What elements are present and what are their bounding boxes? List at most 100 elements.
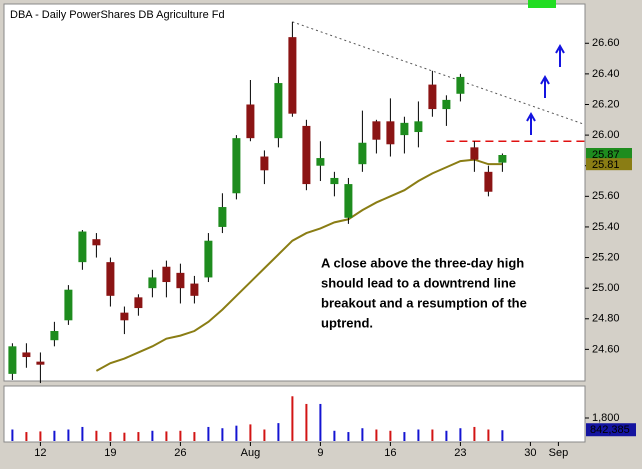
volume-bar <box>305 403 308 441</box>
candle-body <box>260 156 269 171</box>
annotation: breakout and a resumption of the <box>321 295 527 310</box>
status-box <box>528 0 556 8</box>
candle-body <box>232 138 241 194</box>
volume-bar <box>431 429 434 441</box>
candle-body <box>344 184 353 218</box>
y-tick-label: 24.60 <box>592 343 620 355</box>
volume-bar <box>459 428 462 441</box>
y-tick-label: 25.20 <box>592 251 620 263</box>
volume-bar <box>277 423 280 441</box>
candle-body <box>50 331 59 341</box>
candle-body <box>288 37 297 114</box>
candle-body <box>386 121 395 145</box>
candle-body <box>78 231 87 263</box>
annotation: uptrend. <box>321 315 373 330</box>
volume-bar <box>263 429 266 441</box>
volume-bar <box>445 430 448 441</box>
last-ma-box <box>586 158 632 171</box>
volume-bar <box>487 429 490 441</box>
volume-bar <box>123 432 126 441</box>
x-tick-label: 16 <box>384 447 396 459</box>
moving-average <box>95 158 503 372</box>
volume-bar <box>347 432 350 441</box>
candle-body <box>358 142 367 165</box>
last-close-box <box>586 148 632 161</box>
candle-body <box>148 277 157 289</box>
y-tick-label: 26.40 <box>592 68 620 80</box>
volume-bar <box>165 431 168 441</box>
candle-body <box>92 239 101 246</box>
candle-body <box>274 83 283 139</box>
candle-body <box>484 171 493 192</box>
candle-body <box>372 121 381 140</box>
candle-body <box>64 289 73 321</box>
candle-body <box>316 158 325 166</box>
volume-bar <box>375 429 378 441</box>
volume-bar <box>473 426 476 441</box>
volume-bar <box>403 432 406 441</box>
volume-bar <box>207 426 210 441</box>
volume-panel <box>3 385 586 443</box>
annotation: should lead to a downtrend line <box>321 275 516 290</box>
candle-body <box>470 147 479 160</box>
volume-bar <box>39 431 42 441</box>
last-volume-box <box>586 423 636 437</box>
x-tick-label: 12 <box>34 447 46 459</box>
x-tick-label: 9 <box>317 447 323 459</box>
x-tick-label: Aug <box>241 447 261 459</box>
candle-body <box>498 155 507 163</box>
last-ma-label: 25.81 <box>592 159 620 171</box>
x-tick-label: 26 <box>174 447 186 459</box>
y-tick-label: 26.20 <box>592 98 620 110</box>
volume-bar <box>81 426 84 441</box>
candle-body <box>442 99 451 110</box>
x-tick-label: 30 <box>524 447 536 459</box>
volume-bar <box>501 430 504 441</box>
volume-bar <box>235 425 238 441</box>
last-close-label: 25.87 <box>592 149 620 161</box>
candle-body <box>134 297 143 309</box>
volume-bar <box>67 429 70 441</box>
candle-body <box>36 361 45 365</box>
volume-bar <box>193 432 196 441</box>
candle-body <box>400 122 409 136</box>
x-tick-label: Sep <box>549 447 569 459</box>
volume-bar <box>137 432 140 441</box>
candle-body <box>120 312 129 321</box>
trendline <box>292 21 585 125</box>
y-tick-label: 25.40 <box>592 221 620 233</box>
candle-body <box>246 104 255 139</box>
candle-body <box>22 352 31 358</box>
volume-bar <box>389 430 392 441</box>
candle-body <box>176 272 185 289</box>
volume-bar <box>151 430 154 441</box>
volume-bar <box>179 430 182 441</box>
volume-bar <box>53 430 56 441</box>
candle-body <box>456 76 465 94</box>
y-tick-label: 25.00 <box>592 282 620 294</box>
volume-bar <box>109 432 112 441</box>
candle-body <box>414 121 423 133</box>
volume-bar <box>249 424 252 441</box>
x-tick-label: 23 <box>454 447 466 459</box>
candle-body <box>330 177 339 185</box>
volume-tick-label: 1,800 <box>592 412 620 424</box>
volume-bar <box>291 396 294 441</box>
volume-bar <box>95 430 98 441</box>
candle-body <box>218 207 227 227</box>
volume-bar <box>221 428 224 441</box>
volume-bar <box>11 429 14 441</box>
volume-bar <box>361 428 364 441</box>
volume-bar <box>319 403 322 441</box>
y-tick-label: 26.00 <box>592 129 620 141</box>
candle-body <box>204 240 213 278</box>
candle-body <box>428 84 437 110</box>
y-tick-label: 26.60 <box>592 37 620 49</box>
candle-body <box>8 346 17 374</box>
candle-body <box>162 266 171 283</box>
y-tick-label: 24.80 <box>592 313 620 325</box>
volume-bar <box>333 430 336 441</box>
x-tick-label: 19 <box>104 447 116 459</box>
candle-body <box>302 125 311 185</box>
